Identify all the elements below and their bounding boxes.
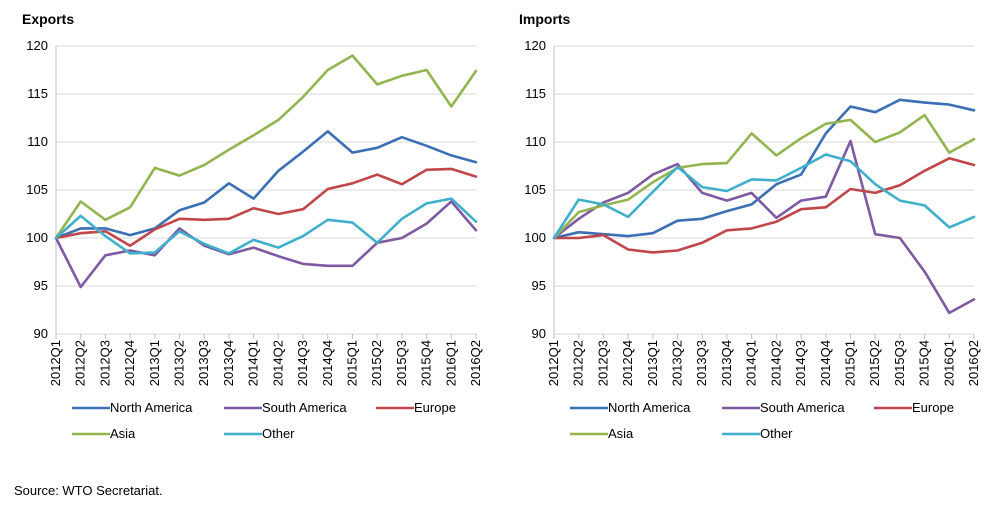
imports-x-tick-label: 2016Q1 bbox=[941, 340, 956, 386]
imports-legend-item-other: Other bbox=[722, 426, 793, 441]
exports-x-tick-label: 2015Q1 bbox=[344, 340, 359, 386]
exports-y-tick-label: 90 bbox=[34, 326, 48, 341]
exports-legend-item-south-america: South America bbox=[224, 400, 347, 415]
imports-x-tick-label: 2015Q1 bbox=[842, 340, 857, 386]
imports-x-tick-label: 2012Q4 bbox=[620, 340, 635, 386]
exports-series-north-america bbox=[54, 130, 478, 240]
imports-x-tick-label: 2014Q1 bbox=[744, 340, 759, 386]
exports-x-tick-label: 2014Q4 bbox=[320, 340, 335, 386]
exports-legend-label: Asia bbox=[110, 426, 136, 441]
imports-y-tick-label: 95 bbox=[532, 278, 546, 293]
imports-x-tick-label: 2013Q4 bbox=[719, 340, 734, 386]
imports-x-tick-label: 2015Q4 bbox=[917, 340, 932, 386]
exports-x-tick-label: 2013Q3 bbox=[196, 340, 211, 386]
imports-x-tick-label: 2015Q2 bbox=[867, 340, 882, 386]
exports-x-tick-label: 2012Q4 bbox=[122, 340, 137, 386]
imports-series-asia bbox=[552, 113, 976, 240]
imports-legend-item-asia: Asia bbox=[570, 426, 634, 441]
exports-legend-label: North America bbox=[110, 400, 193, 415]
exports-series-asia bbox=[54, 54, 478, 240]
imports-title: Imports bbox=[519, 11, 571, 27]
imports-x-tick-label: 2013Q1 bbox=[645, 340, 660, 386]
imports-chart: Imports 90 95 100 105 110 115 120 2012Q1 2012Q2 20… bbox=[519, 11, 981, 441]
imports-series-other bbox=[552, 153, 976, 240]
exports-x-tick-label: 2014Q1 bbox=[246, 340, 261, 386]
imports-legend-item-south-america: South America bbox=[722, 400, 845, 415]
imports-legend-label: Europe bbox=[912, 400, 954, 415]
imports-x-tick-label: 2014Q3 bbox=[793, 340, 808, 386]
exports-x-tick-label: 2015Q2 bbox=[369, 340, 384, 386]
exports-legend-label: South America bbox=[262, 400, 347, 415]
imports-legend-label: North America bbox=[608, 400, 691, 415]
exports-x-tick-label: 2012Q1 bbox=[48, 340, 63, 386]
imports-legend-item-north-america: North America bbox=[570, 400, 691, 415]
exports-x-tick-label: 2016Q2 bbox=[468, 340, 483, 386]
exports-x-tick-label: 2015Q3 bbox=[394, 340, 409, 386]
imports-legend-label: Asia bbox=[608, 426, 634, 441]
exports-y-tick-label: 115 bbox=[27, 86, 48, 101]
exports-legend-item-other: Other bbox=[224, 426, 295, 441]
imports-x-tick-label: 2014Q4 bbox=[818, 340, 833, 386]
imports-legend-label: Other bbox=[760, 426, 793, 441]
exports-x-tick-label: 2013Q4 bbox=[221, 340, 236, 386]
imports-series-north-america bbox=[552, 98, 976, 240]
exports-legend-label: Europe bbox=[414, 400, 456, 415]
imports-legend-item-europe: Europe bbox=[874, 400, 954, 415]
exports-x-tick-label: 2016Q1 bbox=[443, 340, 458, 386]
imports-x-tick-label: 2012Q3 bbox=[595, 340, 610, 386]
imports-legend-label: South America bbox=[760, 400, 845, 415]
exports-x-tick-label: 2013Q1 bbox=[147, 340, 162, 386]
imports-x-tick-label: 2013Q3 bbox=[694, 340, 709, 386]
exports-x-tick-label: 2014Q2 bbox=[270, 340, 285, 386]
imports-y-tick-label: 115 bbox=[525, 86, 546, 101]
imports-x-tick-label: 2015Q3 bbox=[892, 340, 907, 386]
imports-y-tick-label: 105 bbox=[524, 182, 546, 197]
imports-x-tick-label: 2012Q1 bbox=[546, 340, 561, 386]
exports-x-tick-label: 2015Q4 bbox=[419, 340, 434, 386]
imports-y-tick-label: 110 bbox=[525, 134, 546, 149]
exports-chart: Exports 90 95 100 105 110 115 120 2012Q1 2012Q2 20… bbox=[22, 11, 483, 441]
source-note: Source: WTO Secretariat. bbox=[14, 483, 163, 498]
exports-x-tick-label: 2012Q2 bbox=[73, 340, 88, 386]
imports-y-tick-label: 120 bbox=[524, 38, 546, 53]
exports-y-tick-label: 120 bbox=[26, 38, 48, 53]
exports-x-tick-label: 2013Q2 bbox=[172, 340, 187, 386]
exports-x-tick-label: 2012Q3 bbox=[97, 340, 112, 386]
exports-legend-label: Other bbox=[262, 426, 295, 441]
exports-y-tick-label: 95 bbox=[34, 278, 48, 293]
exports-series-other bbox=[54, 197, 478, 255]
imports-x-tick-label: 2013Q2 bbox=[670, 340, 685, 386]
exports-legend-item-europe: Europe bbox=[376, 400, 456, 415]
exports-y-tick-label: 105 bbox=[26, 182, 48, 197]
exports-y-tick-label: 110 bbox=[27, 134, 48, 149]
imports-x-tick-label: 2014Q2 bbox=[768, 340, 783, 386]
imports-series-south-america bbox=[552, 139, 976, 315]
imports-y-tick-label: 90 bbox=[532, 326, 546, 341]
exports-series-europe bbox=[54, 167, 478, 247]
exports-x-tick-label: 2014Q3 bbox=[295, 340, 310, 386]
imports-series-europe bbox=[552, 157, 976, 254]
exports-title: Exports bbox=[22, 11, 74, 27]
imports-y-tick-label: 100 bbox=[524, 230, 546, 245]
imports-x-tick-label: 2012Q2 bbox=[571, 340, 586, 386]
imports-x-tick-label: 2016Q2 bbox=[966, 340, 981, 386]
exports-legend-item-north-america: North America bbox=[72, 400, 193, 415]
exports-legend-item-asia: Asia bbox=[72, 426, 136, 441]
exports-y-tick-label: 100 bbox=[26, 230, 48, 245]
